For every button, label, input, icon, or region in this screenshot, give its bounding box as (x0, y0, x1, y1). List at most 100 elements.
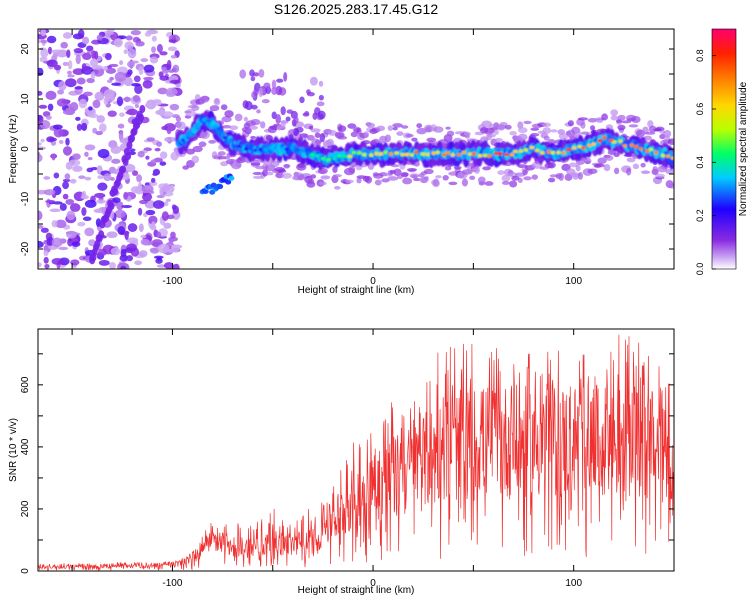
halo-blob (192, 145, 203, 153)
noise-blob (149, 181, 158, 187)
noise-blob (154, 147, 161, 152)
halo-blob (575, 128, 581, 137)
noise-blob (123, 77, 133, 87)
ridge-core-blob (644, 149, 650, 153)
halo-blob (487, 133, 496, 138)
noise-blob (66, 210, 76, 221)
halo-blob (575, 164, 581, 172)
plume-blob (314, 132, 321, 139)
noise-blob (111, 158, 121, 164)
noise-blob (151, 100, 162, 106)
halo-blob (327, 129, 338, 136)
halo-blob (596, 118, 604, 123)
ridge-core-blob (351, 150, 357, 155)
halo-blob (547, 177, 556, 183)
noise-blob (105, 52, 112, 61)
noise-blob (124, 41, 134, 50)
ridge-core-blob (378, 152, 384, 156)
halo-blob (469, 175, 476, 181)
halo-blob (594, 163, 606, 168)
noise-blob (39, 56, 48, 63)
halo-blob (558, 172, 564, 181)
noise-blob (159, 51, 168, 56)
noise-blob (38, 262, 42, 268)
noise-blob (58, 246, 69, 251)
noise-blob (156, 256, 162, 261)
noise-blob (94, 91, 105, 101)
noise-streak-blob (134, 120, 141, 129)
noise-blob (87, 156, 93, 161)
halo-blob (376, 125, 385, 132)
halo-blob (568, 162, 578, 168)
halo-blob (221, 125, 232, 129)
halo-blob (664, 135, 670, 141)
noise-streak-blob (112, 187, 119, 196)
halo-blob (266, 171, 274, 176)
halo-blob (517, 133, 528, 141)
halo-blob (667, 183, 674, 189)
halo-blob (603, 163, 611, 172)
noise-blob (84, 151, 89, 157)
noise-blob (132, 170, 139, 176)
plume-blob (318, 80, 324, 87)
noise-blob (96, 115, 105, 123)
noise-blob (167, 46, 177, 52)
noise-blob (51, 220, 58, 228)
ridge-core-blob (332, 156, 337, 161)
halo-blob (499, 122, 508, 127)
halo-blob (530, 127, 540, 131)
halo-blob (348, 165, 356, 174)
halo-blob (356, 127, 362, 135)
halo-blob (568, 133, 578, 141)
noise-streak-blob (108, 202, 115, 211)
halo-blob (314, 139, 322, 146)
noise-blob (117, 123, 125, 129)
noise-blob (48, 137, 57, 142)
halo-blob (199, 131, 211, 140)
halo-blob (433, 178, 440, 187)
noise-blob (40, 138, 45, 143)
halo-blob (332, 174, 343, 178)
plume-blob (312, 112, 318, 120)
halo-blob (344, 179, 354, 184)
snr-xtick-label: -100 (162, 578, 182, 589)
halo-blob (387, 176, 399, 181)
noise-blob (68, 159, 81, 166)
noise-blob (136, 174, 142, 183)
snr-frame (37, 328, 675, 572)
noise-blob (146, 137, 155, 142)
noise-blob (138, 250, 148, 258)
halo-blob (517, 177, 523, 183)
noise-blob (119, 254, 129, 262)
noise-blob (110, 145, 122, 154)
noise-blob (84, 144, 96, 151)
noise-blob (47, 103, 54, 111)
halo-blob (426, 137, 437, 143)
noise-blob (119, 112, 125, 117)
noise-blob (171, 244, 180, 253)
noise-blob (130, 82, 141, 87)
ridge-core-blob (477, 154, 483, 158)
noise-blob (96, 34, 103, 41)
noise-blob (103, 66, 108, 71)
noise-blob (99, 123, 107, 133)
plume-blob (245, 101, 253, 111)
ridge-core-blob (284, 147, 289, 151)
plume-blob (317, 110, 326, 120)
halo-blob (191, 155, 200, 164)
noise-blob (40, 39, 48, 44)
halo-blob (652, 166, 658, 172)
spectrogram-xtick-label: -100 (162, 276, 182, 287)
noise-blob (142, 80, 153, 89)
noise-blob (38, 104, 48, 109)
halo-blob (564, 173, 573, 181)
noise-blob (133, 75, 141, 83)
ridge-core-blob (665, 154, 671, 158)
ridge-core-blob (222, 135, 228, 140)
halo-blob (402, 177, 413, 185)
ridge-core-blob (383, 150, 388, 154)
ridge-core-blob (394, 151, 399, 155)
noise-blob (140, 58, 149, 63)
halo-blob (517, 127, 528, 134)
noise-blob (172, 263, 180, 269)
